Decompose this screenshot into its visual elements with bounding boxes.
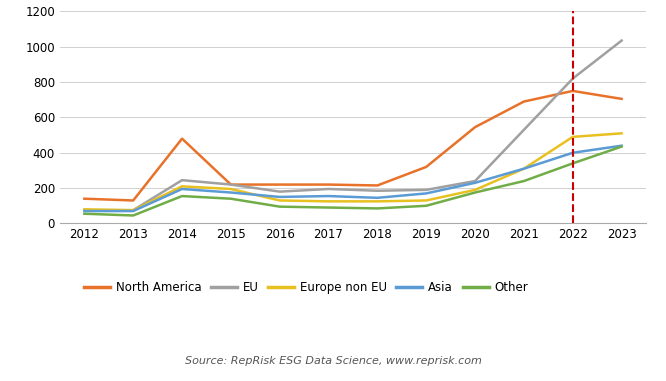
Text: Source: RepRisk ESG Data Science, www.reprisk.com: Source: RepRisk ESG Data Science, www.re… bbox=[184, 356, 482, 366]
Legend: North America, EU, Europe non EU, Asia, Other: North America, EU, Europe non EU, Asia, … bbox=[79, 276, 533, 298]
